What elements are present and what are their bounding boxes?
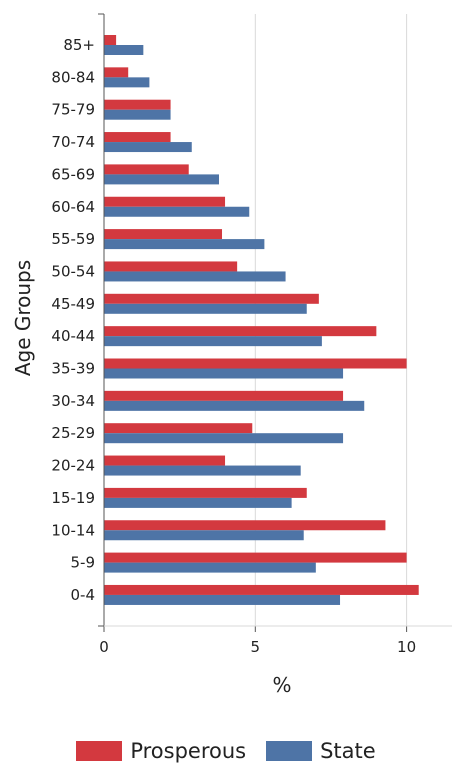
legend: Prosperous State <box>0 738 452 764</box>
bar-chart: 0 5 10 85+ 80-84 75-79 70-74 65-69 60-64 55-59 50-… <box>11 13 452 697</box>
legend-swatch-prosperous <box>76 741 123 761</box>
y-tick-label: 15-19 <box>51 489 95 507</box>
bar-state <box>104 239 265 250</box>
bar-state <box>104 433 344 444</box>
bar-prosperous <box>104 455 226 466</box>
y-tick-label: 35-39 <box>51 360 95 378</box>
x-tick-label: 5 <box>251 638 261 656</box>
y-tick-label: 50-54 <box>51 262 95 280</box>
bar-state <box>104 45 144 55</box>
bars <box>104 35 419 605</box>
bar-prosperous <box>104 552 407 563</box>
y-tick-label: 60-64 <box>51 198 95 216</box>
bar-state <box>104 465 301 476</box>
legend-label-state: State <box>320 739 376 763</box>
legend-swatch-state <box>266 741 313 761</box>
bar-prosperous <box>104 99 171 110</box>
y-tick-label: 80-84 <box>51 68 95 86</box>
bar-prosperous <box>104 326 377 337</box>
bar-prosperous <box>104 293 319 304</box>
bar-state <box>104 174 219 185</box>
bar-prosperous <box>104 196 226 207</box>
bar-state <box>104 206 250 217</box>
y-axis-title: Age Groups <box>11 260 35 376</box>
y-tick-label: 20-24 <box>51 457 95 475</box>
y-tick-label: 75-79 <box>51 101 95 119</box>
y-tick-label: 85+ <box>63 36 95 54</box>
x-tick-label: 0 <box>99 638 109 656</box>
y-tick-label: 40-44 <box>51 327 95 345</box>
y-tick-label: 55-59 <box>51 230 95 248</box>
bar-prosperous <box>104 67 129 78</box>
bar-prosperous <box>104 261 238 272</box>
y-tick-label: 5-9 <box>71 554 96 572</box>
bar-state <box>104 562 316 573</box>
bar-prosperous <box>104 487 307 498</box>
x-tick-label: 10 <box>397 638 416 656</box>
axes <box>98 13 452 632</box>
bar-prosperous <box>104 520 386 531</box>
tick-labels: 0 5 10 85+ 80-84 75-79 70-74 65-69 60-64 55-59 50-… <box>51 36 416 656</box>
bar-state <box>104 400 365 411</box>
bar-state <box>104 530 304 541</box>
bar-state <box>104 497 292 508</box>
legend-label-prosperous: Prosperous <box>130 739 247 763</box>
bar-prosperous <box>104 229 223 240</box>
y-tick-label: 70-74 <box>51 133 95 151</box>
bar-state <box>104 368 344 379</box>
x-axis-title: % <box>272 673 291 697</box>
bar-prosperous <box>104 35 117 45</box>
y-tick-label: 0-4 <box>71 586 96 604</box>
bar-prosperous <box>104 164 189 175</box>
bar-prosperous <box>104 390 344 401</box>
y-tick-label: 45-49 <box>51 295 95 313</box>
legend-item-state: State <box>266 739 376 763</box>
y-tick-label: 10-14 <box>51 521 95 539</box>
bar-state <box>104 109 171 120</box>
bar-state <box>104 77 150 88</box>
bar-prosperous <box>104 358 407 369</box>
bar-state <box>104 336 322 347</box>
bar-state <box>104 142 192 153</box>
bar-prosperous <box>104 584 419 595</box>
bar-state <box>104 594 341 605</box>
bar-prosperous <box>104 423 253 434</box>
bar-prosperous <box>104 132 171 143</box>
y-tick-label: 65-69 <box>51 165 95 183</box>
bar-state <box>104 303 307 314</box>
y-tick-label: 30-34 <box>51 392 95 410</box>
y-tick-label: 25-29 <box>51 424 95 442</box>
bar-state <box>104 271 286 282</box>
legend-item-prosperous: Prosperous <box>76 739 246 763</box>
